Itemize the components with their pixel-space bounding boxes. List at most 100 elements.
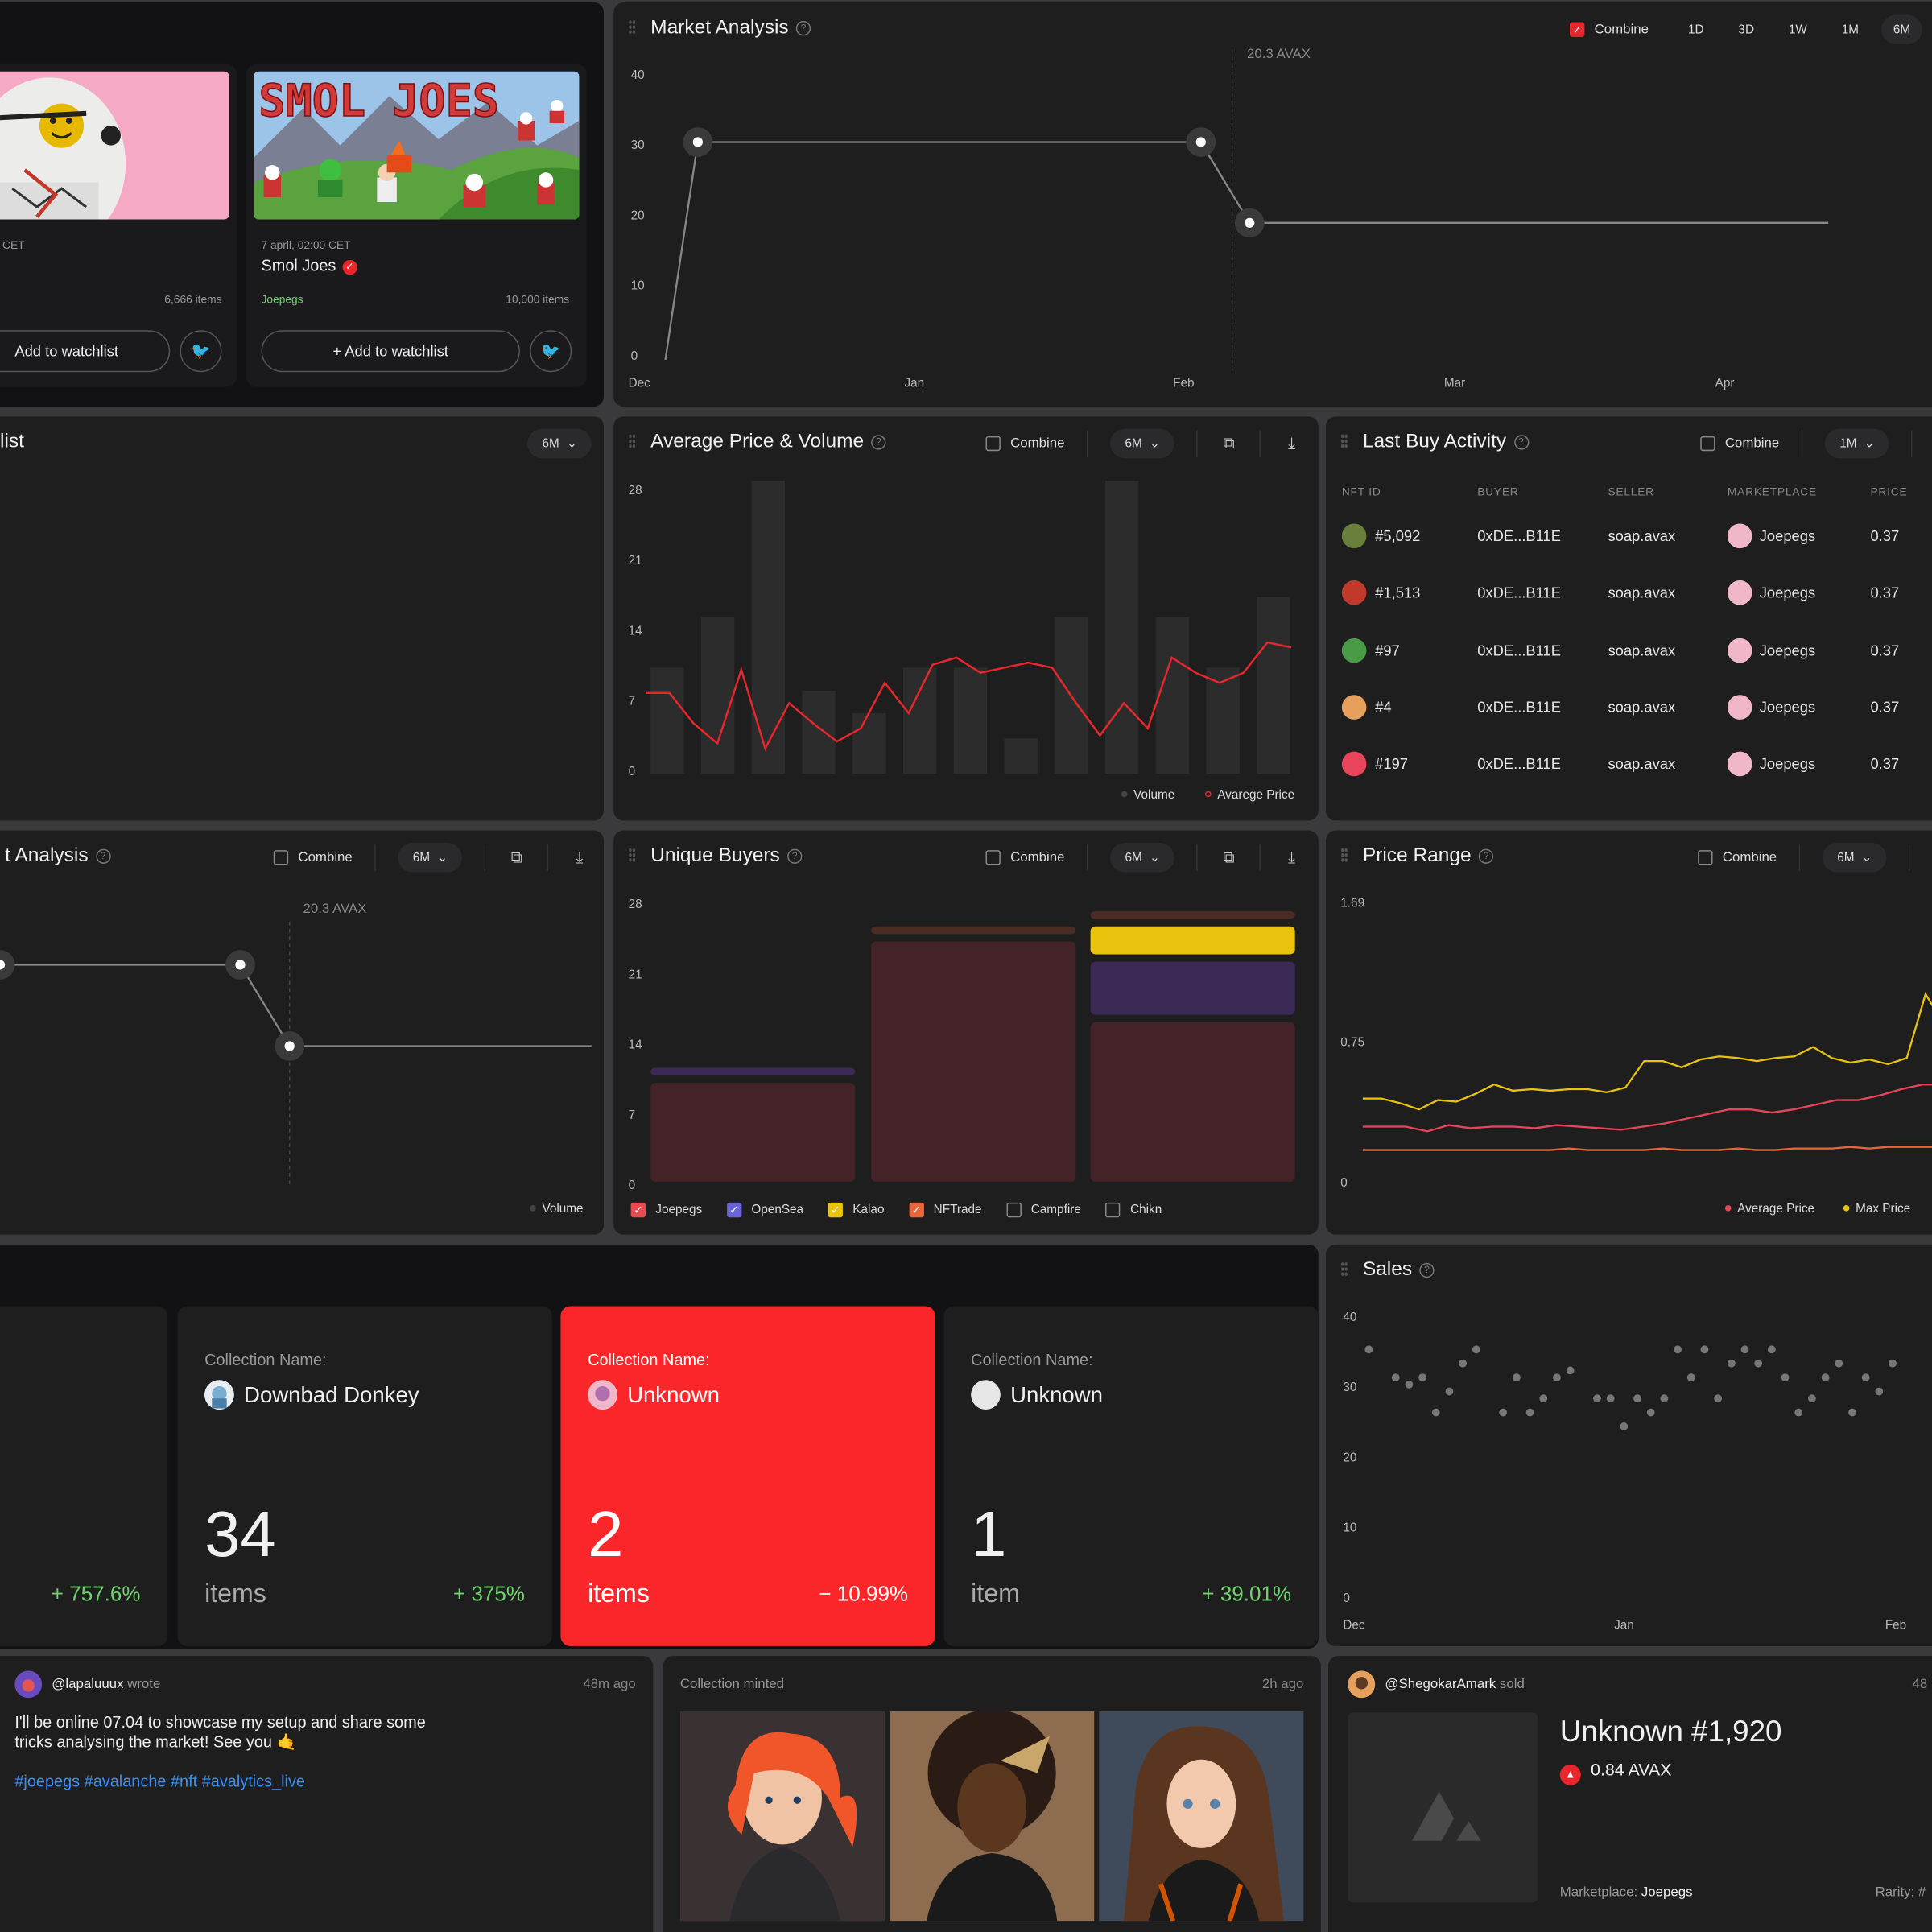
- nft-id[interactable]: #5,092: [1375, 527, 1421, 545]
- download-icon[interactable]: ⤓: [1288, 433, 1295, 452]
- marketplace-link[interactable]: Joepegs: [261, 293, 303, 306]
- nft-id[interactable]: #4: [1375, 698, 1392, 716]
- collection-card[interactable]: + 757.6%: [0, 1306, 168, 1646]
- info-icon[interactable]: ?: [871, 435, 886, 450]
- legend-item-campfire[interactable]: Campfire: [1006, 1202, 1081, 1218]
- legend-label: Chikn: [1130, 1203, 1162, 1217]
- combine-checkbox[interactable]: [1698, 850, 1713, 865]
- collection-card-highlighted[interactable]: Collection Name: Unknown 2 items − 10.99…: [560, 1306, 935, 1646]
- panel-title-text: Price Range: [1362, 844, 1472, 867]
- change-percent: + 757.6%: [51, 1582, 141, 1606]
- range-tab-3d[interactable]: 3D: [1738, 23, 1755, 37]
- info-icon[interactable]: ?: [786, 848, 803, 864]
- legend-checkbox[interactable]: [1105, 1202, 1121, 1218]
- marketplace-name[interactable]: Joepegs: [1759, 698, 1816, 716]
- market-analysis-chart-2[interactable]: [0, 831, 604, 1235]
- drag-handle-icon[interactable]: [1340, 433, 1348, 449]
- nft-id[interactable]: #97: [1375, 641, 1400, 659]
- stacked-bar-segment: [1090, 926, 1295, 955]
- marketplace-link[interactable]: Joepegs: [1641, 1885, 1693, 1901]
- marketplace-name[interactable]: Joepegs: [1759, 584, 1816, 602]
- range-tab-6m[interactable]: 6M: [1880, 14, 1923, 45]
- drag-handle-icon[interactable]: [1340, 1261, 1348, 1277]
- collection-card[interactable]: Collection Name: Downbad Donkey 34 items…: [177, 1306, 552, 1646]
- copy-icon[interactable]: ⧉: [510, 848, 522, 867]
- legend-checkbox[interactable]: ✓: [909, 1202, 924, 1218]
- info-icon[interactable]: ?: [1478, 848, 1494, 864]
- y-tick-label: 21: [629, 554, 642, 568]
- legend-checkbox[interactable]: ✓: [726, 1202, 742, 1218]
- seller-address[interactable]: soap.avax: [1608, 527, 1676, 545]
- buyer-address[interactable]: 0xDE...B11E: [1477, 584, 1561, 602]
- username-link[interactable]: @ShegokarAmark: [1385, 1677, 1496, 1692]
- range-tab-1w[interactable]: 1W: [1788, 23, 1807, 37]
- combine-checkbox[interactable]: [985, 436, 1001, 452]
- add-to-watchlist-button[interactable]: + Add to watchlist: [261, 330, 520, 373]
- info-icon[interactable]: ?: [1513, 435, 1529, 450]
- minted-images[interactable]: [679, 1711, 1304, 1922]
- legend-item-nftrade[interactable]: ✓ NFTrade: [909, 1202, 982, 1218]
- y-tick-label: 28: [629, 898, 642, 911]
- info-icon[interactable]: ?: [1419, 1262, 1435, 1278]
- upcoming-card[interactable]: CET 6,666 items Add to watchlist 🐦: [0, 64, 237, 387]
- legend-checkbox[interactable]: ✓: [630, 1202, 646, 1218]
- range-tab-1m[interactable]: 1M: [1841, 23, 1859, 37]
- download-icon[interactable]: ⤓: [1288, 848, 1295, 867]
- average-price-volume-chart[interactable]: 28 21 14 7 0: [613, 416, 1319, 820]
- sales-chart[interactable]: 40 30 20 10 0 Dec Jan Feb: [1326, 1245, 1932, 1646]
- buyer-address[interactable]: 0xDE...B11E: [1477, 755, 1561, 773]
- sales-point: [1459, 1359, 1468, 1368]
- combine-checkbox[interactable]: ✓: [1569, 22, 1585, 37]
- range-tab-1d[interactable]: 1D: [1687, 23, 1704, 37]
- upcoming-card[interactable]: SMOL JOES 7 april, 02:00 CET Smol Joes ✓ …: [246, 64, 587, 387]
- info-icon[interactable]: ?: [795, 21, 811, 36]
- copy-icon[interactable]: ⧉: [1223, 433, 1235, 452]
- copy-icon[interactable]: ⧉: [1223, 848, 1235, 867]
- combine-checkbox[interactable]: [273, 850, 289, 865]
- drag-handle-icon[interactable]: [628, 19, 636, 35]
- buyer-address[interactable]: 0xDE...B11E: [1477, 641, 1561, 659]
- combine-label: Combine: [1594, 22, 1649, 37]
- range-select[interactable]: 6M ⌄: [1110, 842, 1175, 873]
- marketplace-name[interactable]: Joepegs: [1759, 641, 1816, 659]
- legend-item-kalao[interactable]: ✓ Kalao: [828, 1202, 884, 1218]
- drag-handle-icon[interactable]: [1340, 848, 1348, 863]
- seller-address[interactable]: soap.avax: [1608, 641, 1676, 659]
- combine-checkbox[interactable]: [1700, 436, 1715, 452]
- range-select[interactable]: 1M ⌄: [1824, 428, 1889, 459]
- legend-item-joepegs[interactable]: ✓ Joepegs: [630, 1202, 702, 1218]
- range-select[interactable]: 6M ⌄: [1110, 428, 1175, 459]
- nft-id[interactable]: #1,513: [1375, 584, 1421, 602]
- collection-card[interactable]: Collection Name: Unknown 1 item + 39.01%: [943, 1306, 1319, 1646]
- marketplace-name[interactable]: Joepegs: [1759, 527, 1816, 545]
- legend-checkbox[interactable]: ✓: [828, 1202, 844, 1218]
- marketplace-name[interactable]: Joepegs: [1759, 755, 1816, 773]
- nft-id[interactable]: #197: [1375, 755, 1409, 773]
- seller-address[interactable]: soap.avax: [1608, 584, 1676, 602]
- legend-item-chikn[interactable]: Chikn: [1105, 1202, 1162, 1218]
- add-to-watchlist-button[interactable]: Add to watchlist: [0, 330, 171, 373]
- chevron-down-icon: ⌄: [1864, 436, 1875, 451]
- range-select[interactable]: 6M ⌄: [398, 842, 463, 873]
- legend-item-opensea[interactable]: ✓ OpenSea: [726, 1202, 803, 1218]
- twitter-button[interactable]: 🐦: [180, 330, 222, 373]
- seller-address[interactable]: soap.avax: [1608, 755, 1676, 773]
- nft-placeholder[interactable]: [1348, 1712, 1538, 1903]
- unique-buyers-chart[interactable]: 28 21 14 7 0: [613, 831, 1319, 1235]
- download-icon[interactable]: ⤓: [576, 848, 584, 867]
- range-select[interactable]: 6M ⌄: [1822, 842, 1887, 873]
- market-analysis-chart[interactable]: [613, 2, 1932, 407]
- post-hashtags[interactable]: #joepegs #avalanche #nft #avalytics_live: [14, 1772, 305, 1790]
- drag-handle-icon[interactable]: [628, 433, 636, 449]
- drag-handle-icon[interactable]: [628, 848, 636, 863]
- seller-address[interactable]: soap.avax: [1608, 698, 1676, 716]
- buyer-address[interactable]: 0xDE...B11E: [1477, 527, 1561, 545]
- price-range-chart[interactable]: 1.69 0.75 0: [1326, 831, 1932, 1235]
- buyer-address[interactable]: 0xDE...B11E: [1477, 698, 1561, 716]
- info-icon[interactable]: ?: [95, 848, 111, 864]
- username-link[interactable]: @lapaluuux: [52, 1677, 124, 1692]
- combine-checkbox[interactable]: [985, 850, 1001, 865]
- twitter-button[interactable]: 🐦: [530, 330, 572, 373]
- range-select[interactable]: 6M ⌄: [527, 428, 592, 459]
- legend-checkbox[interactable]: [1006, 1202, 1022, 1218]
